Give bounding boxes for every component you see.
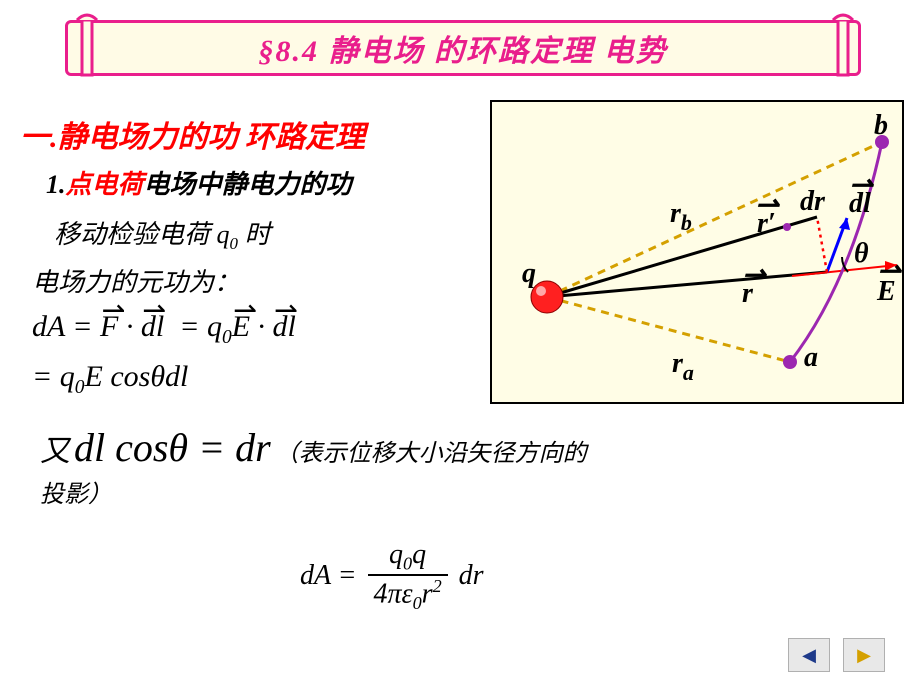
label-theta: θ (854, 238, 869, 269)
svg-text:⇀: ⇀ (849, 170, 874, 201)
eq3-math: dl cosθ = dr (74, 424, 271, 471)
label-q: q (522, 258, 536, 289)
sub-red: 点电荷 (66, 170, 144, 199)
label-b: b (874, 110, 888, 141)
sub-num: 1. (46, 170, 66, 199)
equation-3: 又 dl cosθ = dr （表示位移大小沿矢径方向的 (40, 424, 587, 471)
label-dr: dr (800, 186, 826, 217)
eq3-tail2: 投影） (40, 474, 112, 509)
prev-icon: ◀ (802, 645, 816, 666)
equation-4: dA = q0q 4πε0r2 dr (300, 540, 484, 613)
physics-diagram: b a q rb ra r ⇀ r′ ⇀ dr dl ⇀ θ E ⇀ (490, 100, 904, 404)
body1-sub: 0 (230, 234, 238, 253)
svg-text:⇀: ⇀ (742, 260, 767, 291)
label-ra: ra (672, 348, 694, 385)
svg-text:⇀: ⇀ (877, 256, 902, 287)
nav-next-button[interactable]: ▶ (843, 638, 885, 672)
body-line-2: 电场力的元功为： (32, 262, 240, 299)
title-banner: §8.4 静电场 的环路定理 电势 (65, 20, 861, 76)
page-title: §8.4 静电场 的环路定理 电势 (259, 26, 668, 70)
body1-pre: 移动检验电荷 q (54, 220, 230, 249)
svg-text:⇀: ⇀ (755, 190, 780, 221)
next-icon: ▶ (857, 645, 871, 666)
sub-rest: 电场中静电力的功 (144, 170, 352, 199)
label-rb: rb (670, 198, 692, 235)
scroll-right-decoration (828, 10, 858, 80)
eq3-tail: （表示位移大小沿矢径方向的 (275, 433, 587, 468)
body1-post: 时 (244, 220, 270, 249)
eq3-lead: 又 (40, 426, 70, 470)
scroll-left-decoration (72, 10, 102, 80)
equation-1: dA = F · dl = q0E · dl (32, 310, 296, 349)
section-heading: 一.静电场力的功 环路定理 (20, 112, 365, 156)
body-line-1: 移动检验电荷 q0 时 (54, 214, 270, 254)
equation-2: = q0E cosθdl (32, 360, 188, 399)
sub-heading: 1.点电荷电场中静电力的功 (46, 164, 352, 201)
label-a: a (804, 342, 818, 373)
nav-prev-button[interactable]: ◀ (788, 638, 830, 672)
